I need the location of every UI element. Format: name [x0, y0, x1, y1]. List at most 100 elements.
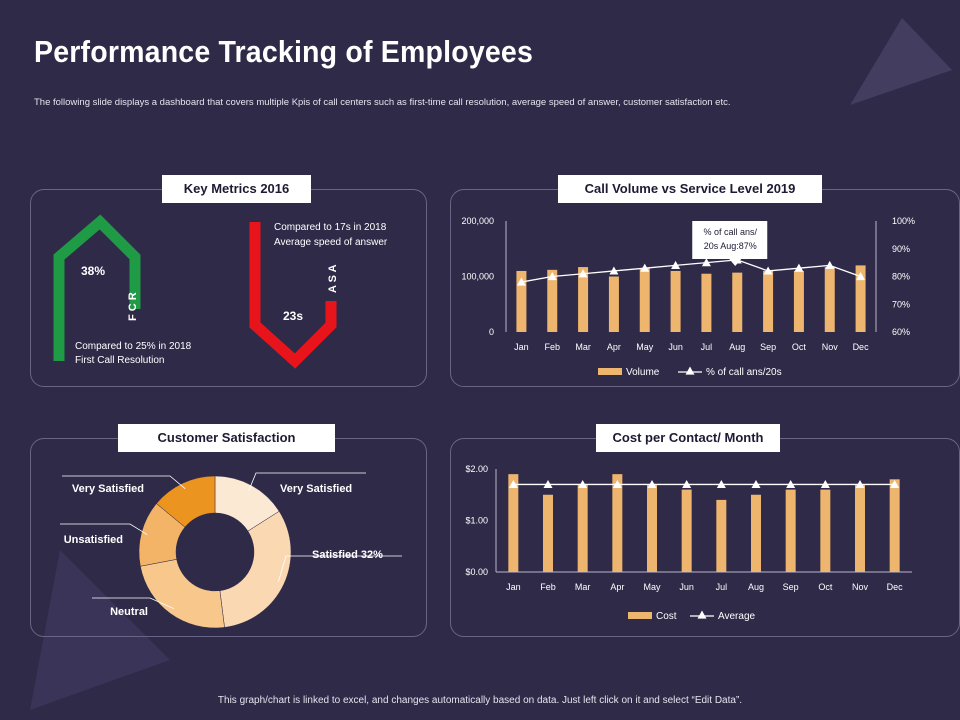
page-subtitle: The following slide displays a dashboard… [34, 97, 731, 108]
cv-x-tick: May [636, 342, 654, 352]
donut-label: Very Satisfied [280, 483, 352, 495]
cv-x-tick: Dec [853, 342, 870, 352]
cc-average-point [578, 479, 588, 489]
cc-cost-bar [716, 499, 727, 572]
cv-x-tick: Jul [701, 342, 713, 352]
cc-x-tick: Mar [575, 582, 591, 592]
cv-legend-volume-swatch [598, 368, 622, 375]
cv-service-point [609, 266, 619, 275]
cv-volume-bar [855, 265, 866, 332]
cv-service-point [794, 263, 804, 272]
cv-x-tick: Sep [760, 342, 776, 352]
fcr-label: F C R [127, 292, 139, 321]
cv-right-tick: 90% [892, 244, 910, 254]
cv-volume-bar [763, 270, 774, 332]
cv-left-tick: 200,000 [461, 216, 494, 226]
cc-cost-bar [612, 474, 623, 572]
cc-y-tick: $0.00 [465, 567, 488, 577]
cc-average-point [786, 479, 796, 489]
cc-legend-cost: Cost [656, 611, 677, 622]
cv-left-tick: 0 [489, 327, 494, 337]
cc-cost-bar [508, 474, 519, 572]
donut-label: Very Satisfied [72, 483, 144, 495]
cc-average-point [543, 479, 553, 489]
cv-x-tick: Feb [544, 342, 560, 352]
cc-legend-cost-swatch [628, 612, 652, 619]
cc-y-tick: $1.00 [465, 516, 488, 526]
footer-note: This graph/chart is linked to excel, and… [217, 695, 743, 706]
cc-x-tick: Jun [679, 582, 694, 592]
cc-cost-bar [681, 489, 692, 572]
donut-leader-line [277, 555, 402, 582]
cc-x-tick: Sep [783, 582, 799, 592]
decorative-triangle-bottom [30, 550, 170, 710]
cc-average-point [682, 479, 692, 489]
key-metrics-graphic: 38% F C R Compared to 25% in 2018 First … [53, 214, 388, 369]
fcr-arrow-shape [53, 214, 141, 361]
cc-cost-bar [577, 484, 588, 572]
cc-average-point [855, 479, 865, 489]
cc-average-point [716, 479, 726, 489]
cv-right-tick: 60% [892, 327, 910, 337]
cv-volume-bar [578, 267, 589, 332]
cv-service-line [521, 259, 861, 283]
cv-x-tick: Oct [792, 342, 807, 352]
cv-service-point [640, 263, 650, 272]
cv-annotation-line2: 20s Aug:87% [704, 241, 757, 251]
cv-service-point [547, 272, 557, 281]
cv-legend-volume: Volume [626, 367, 660, 378]
cc-cost-bar [889, 479, 900, 572]
cv-volume-bar [608, 276, 619, 332]
cv-volume-bar [824, 267, 835, 332]
cv-x-tick: Nov [822, 342, 839, 352]
asa-value: 23s [283, 309, 303, 323]
cv-volume-bar [732, 272, 743, 332]
cv-left-tick: 100,000 [461, 272, 494, 282]
cc-cost-bar [751, 494, 761, 572]
cc-average-point [612, 479, 622, 489]
cc-x-tick: Dec [887, 582, 904, 592]
cv-service-point [856, 272, 866, 281]
cc-x-tick: Nov [852, 582, 869, 592]
donut-label: Unsatisfied [64, 534, 123, 546]
cv-x-tick: Apr [607, 342, 621, 352]
asa-label: A S A [327, 264, 339, 293]
cc-x-tick: May [643, 582, 661, 592]
cv-volume-bar [670, 270, 681, 332]
cv-x-tick: Jan [514, 342, 529, 352]
cv-service-point [671, 260, 681, 269]
cv-service-point [516, 277, 526, 286]
cc-x-tick: Aug [748, 582, 764, 592]
call-volume-header: Call Volume vs Service Level 2019 [558, 175, 822, 203]
donut-leader-line [60, 523, 148, 535]
cv-annotation-box [692, 221, 768, 266]
cv-right-tick: 80% [892, 272, 910, 282]
cv-service-point [578, 269, 588, 278]
cv-legend-line-marker [685, 366, 695, 375]
cc-x-tick: Oct [818, 582, 833, 592]
cc-average-point [890, 479, 900, 489]
donut-leader-line [92, 597, 175, 609]
customer-satisfaction-header: Customer Satisfaction [118, 424, 335, 452]
customer-satisfaction-chart: Very Satisfied Satisfied 32% Neutral Unsati… [60, 472, 402, 629]
cv-annotation-line1: % of call ans/ [703, 227, 757, 237]
cc-x-tick: Jan [506, 582, 521, 592]
donut-slice [140, 559, 225, 629]
donut-label: Satisfied 32% [312, 549, 383, 561]
cv-x-tick: Jun [668, 342, 683, 352]
cv-service-point [701, 258, 711, 267]
cc-average-point [647, 479, 657, 489]
cc-x-tick: Apr [610, 582, 624, 592]
cv-legend-service: % of call ans/20s [706, 367, 782, 378]
cost-per-contact-header: Cost per Contact/ Month [596, 424, 780, 452]
cv-volume-bar [547, 269, 558, 332]
donut-leader-line [248, 472, 366, 491]
cv-volume-bar [639, 268, 650, 332]
cc-legend-average: Average [718, 611, 756, 622]
decorative-triangle-top [850, 18, 952, 105]
cc-cost-bar [543, 494, 553, 572]
cc-average-point [508, 479, 518, 489]
asa-arrow-shape [249, 222, 337, 369]
cv-service-point [825, 260, 835, 269]
cv-volume-bar [793, 270, 804, 332]
